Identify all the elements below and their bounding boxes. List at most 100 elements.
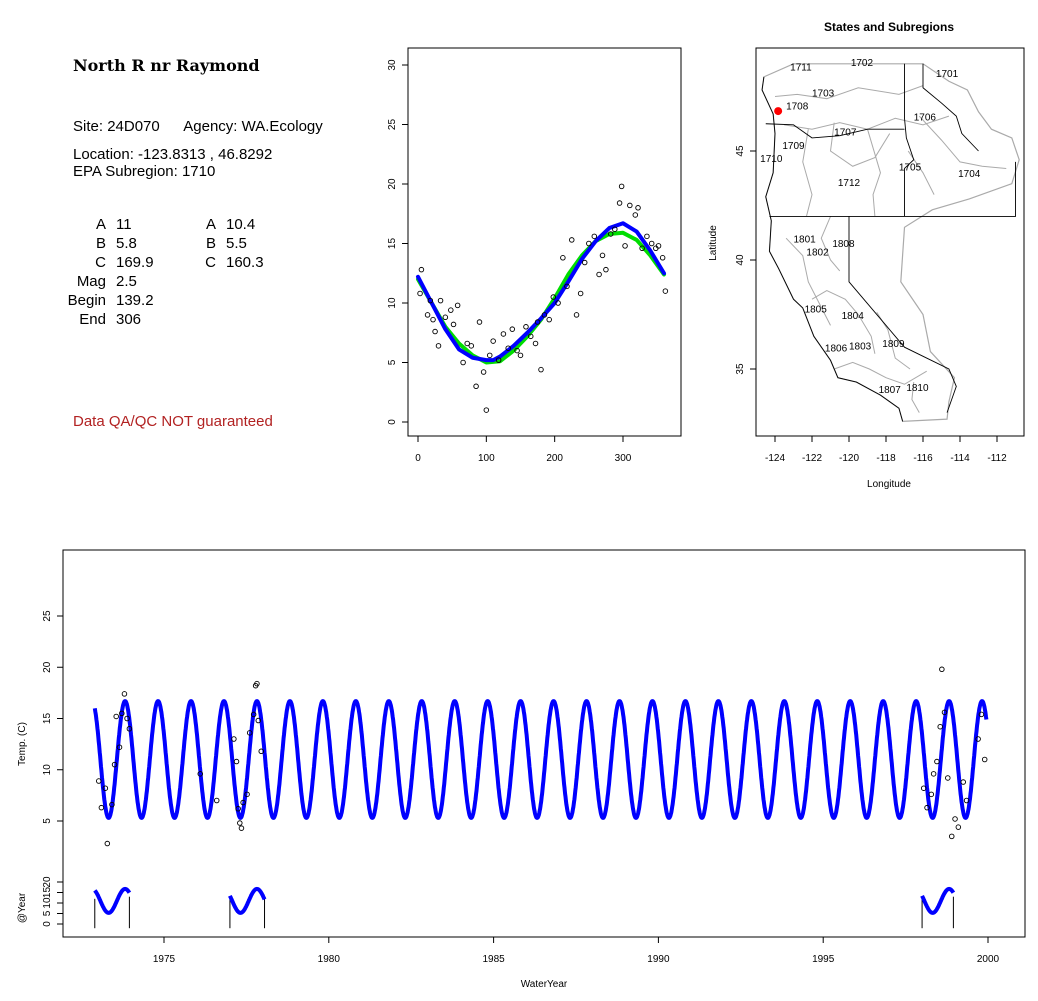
observation-point [577, 290, 584, 297]
subregion-label: 1706 [914, 112, 937, 123]
parameter-name-alt: C [205, 254, 216, 271]
timeseries-observation [121, 691, 128, 697]
observation-point [639, 245, 645, 252]
observation-point [655, 243, 662, 249]
subregion-label: 1702 [851, 58, 874, 69]
timeseries-observation [98, 804, 105, 811]
observation-point [573, 312, 580, 318]
observation-point [586, 240, 592, 247]
timeseries-observation [981, 756, 988, 763]
observation-point [581, 259, 588, 266]
site-id: 24D070 [107, 118, 160, 135]
timeseries-observation [197, 771, 204, 777]
timeseries-observation [238, 825, 245, 831]
year-axis-tick-label: 10 [42, 897, 53, 909]
timeseries-observation [255, 717, 262, 724]
timeseries-x-tick-label: 2000 [977, 954, 1000, 965]
parameter-row: B 5.8 B 5.5 [62, 234, 296, 253]
observation-point [490, 338, 496, 344]
timeseries-observation [246, 730, 253, 736]
timeseries-x-label: WaterYear [521, 979, 568, 990]
subregion-label: 1712 [838, 178, 861, 189]
map-x-tick-label: -114 [950, 453, 970, 464]
observation-point [618, 183, 625, 190]
observation-point [509, 326, 516, 332]
subregion-boundary [829, 122, 891, 167]
subregion-label: 1806 [825, 344, 848, 355]
subregion-label: 1701 [936, 69, 959, 80]
subregion-label: 1710 [760, 154, 783, 165]
timeseries-observation [240, 799, 246, 806]
observation-point [495, 357, 502, 363]
subregion-label: 1709 [782, 141, 805, 152]
observation-point [517, 352, 524, 359]
site-title: North R nr Raymond [73, 56, 260, 75]
observation-point [596, 271, 602, 278]
observation-point [564, 283, 570, 290]
subregion-label: 1711 [790, 62, 812, 73]
x-tick-label: 200 [546, 453, 563, 464]
timeseries-observation [948, 833, 955, 840]
parameter-name-alt: A [205, 216, 216, 233]
timeseries-observation [254, 680, 260, 687]
observation-point [538, 366, 544, 373]
subregion-label: 1808 [832, 239, 855, 250]
parameter-table: A 11 A 10.4 B 5.8 B 5.5 C 169.9 C 160.3 Mag 2.5 Begin 1… [62, 215, 296, 329]
timeseries-observation [258, 748, 264, 755]
observation-point [473, 383, 479, 390]
observation-point [523, 324, 529, 330]
observation-point [528, 333, 534, 340]
subregion-boundary [802, 129, 813, 217]
timeseries-observation [937, 723, 943, 730]
x-tick-label: 0 [415, 453, 421, 464]
parameter-value-alt: 5.5 [226, 235, 247, 252]
observation-point [648, 240, 655, 247]
year-fit-strip [228, 886, 267, 915]
timeseries-observation [109, 801, 115, 808]
year-axis-tick-label: 15 [42, 887, 53, 899]
subregion-label: 1704 [958, 169, 981, 180]
seasonal-panel: 0 100 200 300 0 5 10 15 20 25 30 [387, 47, 682, 464]
subregion-label: 1803 [849, 341, 872, 352]
parameter-row: A 11 A 10.4 [62, 215, 296, 234]
observation-point [560, 255, 566, 261]
subregion-boundary [811, 289, 876, 354]
timeseries-observation [941, 709, 948, 716]
observation-point [468, 343, 475, 349]
y-tick-label: 15 [387, 238, 398, 250]
observation-point [550, 294, 557, 300]
site-agency-line: Site: 24D070 Agency: WA.Ecology [73, 118, 323, 136]
x-tick-label: 300 [615, 453, 632, 464]
timeseries-observation [934, 758, 940, 765]
year-axis-tick-label: 5 [42, 910, 53, 916]
timeseries-panel: 1975 1980 1985 1990 1995 20005101520250510152… [17, 549, 1026, 990]
subregion-boundary [918, 115, 1007, 169]
subregion-label: 1804 [842, 311, 865, 322]
site-location-marker [774, 107, 783, 116]
parameter-name: A [95, 216, 106, 233]
observation-point [635, 205, 641, 211]
parameter-value: 306 [116, 311, 142, 328]
observation-point [622, 243, 628, 249]
observation-point [505, 345, 511, 351]
y-tick-label: 0 [387, 419, 398, 425]
timeseries-observation [102, 785, 109, 791]
timeseries-observation [111, 761, 118, 768]
subregion-label: 1805 [805, 304, 828, 315]
timeseries-observation [939, 666, 945, 673]
parameter-value: 11 [116, 216, 132, 233]
observation-point [483, 407, 490, 413]
coastline [761, 76, 904, 422]
observation-point [569, 237, 575, 243]
timeseries-observation [963, 797, 970, 804]
subregion-line: EPA Subregion: 1710 [73, 163, 216, 180]
map-x-label: Longitude [867, 479, 911, 490]
parameter-row: End 306 [62, 310, 296, 329]
subregion-label: 1809 [882, 339, 905, 350]
parameter-row: Begin 139.2 [62, 291, 296, 310]
parameter-value: 2.5 [116, 273, 137, 290]
timeseries-x-tick-label: 1975 [153, 954, 176, 965]
seasonal-panel-frame [407, 47, 682, 437]
map-x-tick-label: -118 [876, 453, 896, 464]
